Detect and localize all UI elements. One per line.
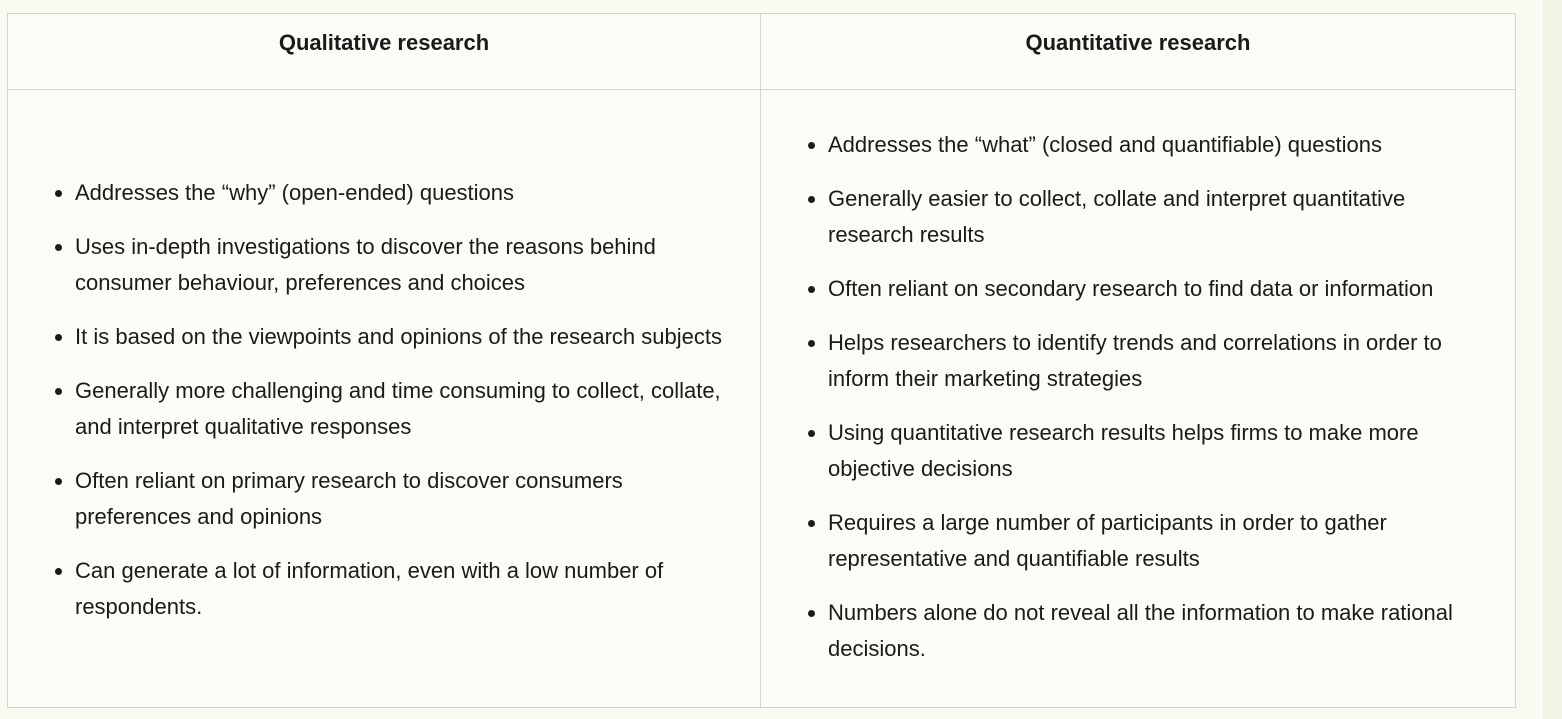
header-quantitative: Quantitative research — [760, 13, 1516, 90]
header-row: Qualitative research Quantitative resear… — [7, 13, 1516, 90]
list-item: Using quantitative research results help… — [828, 415, 1489, 487]
comparison-table: Qualitative research Quantitative resear… — [7, 13, 1516, 708]
list-item: Generally more challenging and time cons… — [75, 373, 734, 445]
header-qualitative: Qualitative research — [7, 13, 761, 90]
list-item: Generally easier to collect, collate and… — [828, 181, 1489, 253]
list-item: Can generate a lot of information, even … — [75, 553, 734, 625]
list-item: It is based on the viewpoints and opinio… — [75, 319, 734, 355]
list-item: Often reliant on primary research to dis… — [75, 463, 734, 535]
list-item: Numbers alone do not reveal all the info… — [828, 595, 1489, 667]
quantitative-cell: Addresses the “what” (closed and quantif… — [760, 89, 1516, 708]
table-body: Addresses the “why” (open-ended) questio… — [7, 89, 1516, 708]
list-item: Uses in-depth investigations to discover… — [75, 229, 734, 301]
list-item: Helps researchers to identify trends and… — [828, 325, 1489, 397]
quantitative-list: Addresses the “what” (closed and quantif… — [761, 125, 1515, 673]
list-item: Requires a large number of participants … — [828, 505, 1489, 577]
page-edge-strip — [1543, 0, 1562, 719]
list-item: Addresses the “what” (closed and quantif… — [828, 127, 1489, 163]
list-item: Often reliant on secondary research to f… — [828, 271, 1489, 307]
table-header: Qualitative research Quantitative resear… — [7, 13, 1516, 90]
qualitative-list: Addresses the “why” (open-ended) questio… — [8, 165, 760, 633]
table-row: Addresses the “why” (open-ended) questio… — [7, 89, 1516, 708]
list-item: Addresses the “why” (open-ended) questio… — [75, 175, 734, 211]
qualitative-cell: Addresses the “why” (open-ended) questio… — [7, 89, 761, 708]
